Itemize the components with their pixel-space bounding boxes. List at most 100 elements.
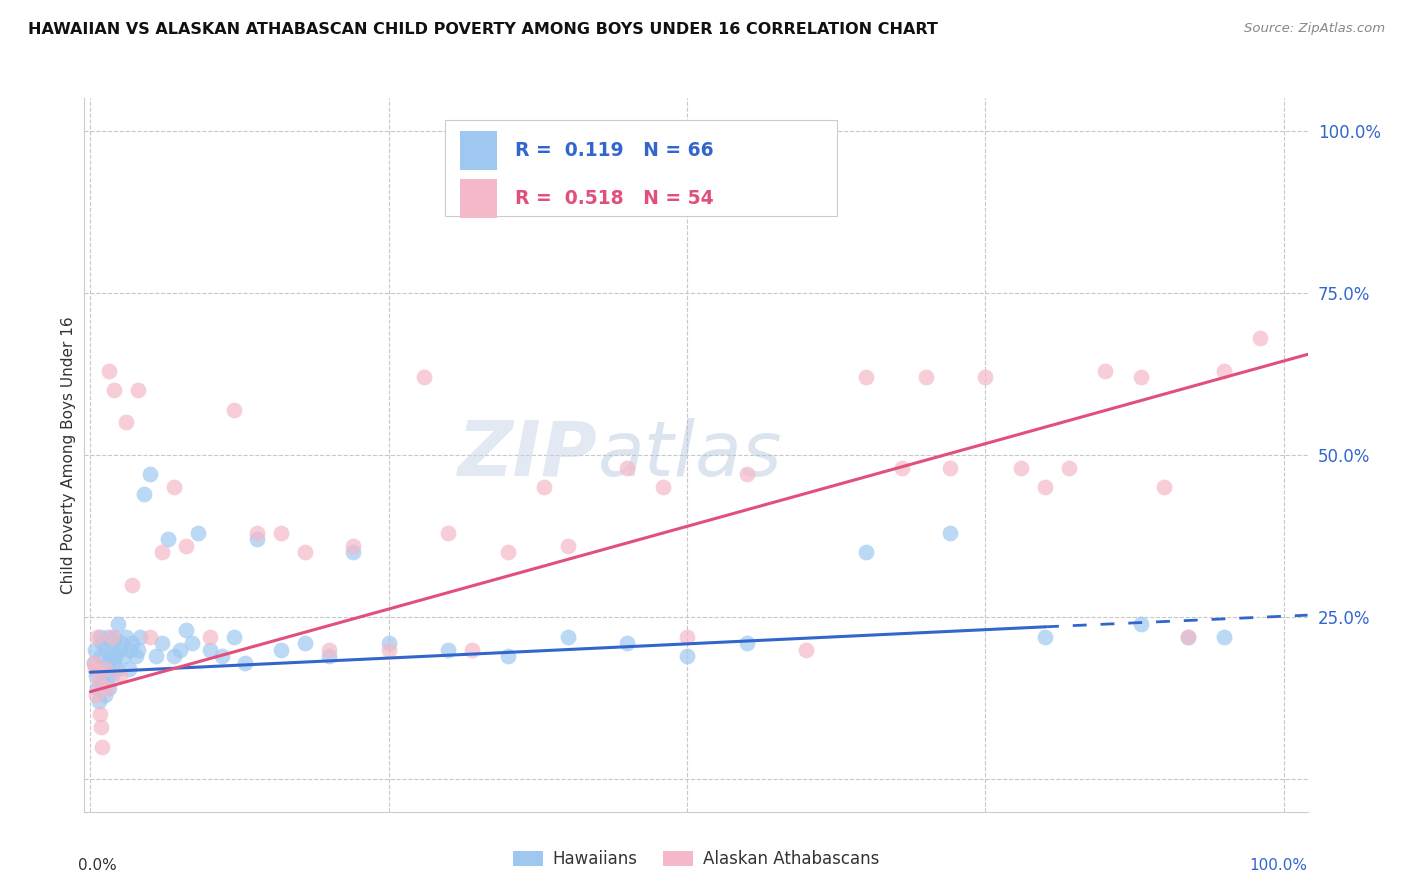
Point xyxy=(86,630,108,644)
Point xyxy=(1033,480,1056,494)
Point xyxy=(1153,480,1175,494)
Point xyxy=(84,662,107,676)
Point xyxy=(198,630,221,644)
Point xyxy=(94,642,117,657)
Point xyxy=(105,662,128,676)
Point xyxy=(1129,370,1152,384)
Point xyxy=(91,636,114,650)
Point xyxy=(97,630,120,644)
Point xyxy=(84,668,107,682)
Point xyxy=(318,642,340,657)
Text: R =  0.518   N = 54: R = 0.518 N = 54 xyxy=(515,189,714,208)
Point xyxy=(169,642,191,657)
Point xyxy=(115,416,138,430)
Point xyxy=(107,616,129,631)
Point xyxy=(938,525,960,540)
Point xyxy=(437,525,460,540)
Point xyxy=(855,545,877,559)
Point xyxy=(246,533,269,547)
Point xyxy=(98,363,121,377)
Point xyxy=(1010,461,1032,475)
Point xyxy=(557,539,579,553)
Point xyxy=(84,642,107,657)
Point xyxy=(938,461,960,475)
Point xyxy=(270,642,292,657)
Point xyxy=(115,630,138,644)
Point xyxy=(318,648,340,663)
Point xyxy=(413,370,436,384)
Point xyxy=(533,480,555,494)
Point xyxy=(103,630,125,644)
Point xyxy=(98,681,121,696)
Point xyxy=(124,648,146,663)
Point xyxy=(222,402,245,417)
Point xyxy=(461,642,484,657)
Point xyxy=(1177,630,1199,644)
Point xyxy=(156,533,179,547)
Point xyxy=(1033,630,1056,644)
Point xyxy=(118,642,141,657)
Point xyxy=(150,636,173,650)
Point xyxy=(652,480,675,494)
Point xyxy=(145,648,167,663)
Point xyxy=(187,525,209,540)
Point xyxy=(294,636,316,650)
Point xyxy=(496,545,519,559)
Point xyxy=(180,636,202,650)
Point xyxy=(93,688,115,702)
Point xyxy=(496,648,519,663)
Point xyxy=(121,577,143,591)
Text: 0.0%: 0.0% xyxy=(79,858,117,873)
Point xyxy=(93,662,115,676)
Text: HAWAIIAN VS ALASKAN ATHABASCAN CHILD POVERTY AMONG BOYS UNDER 16 CORRELATION CHA: HAWAIIAN VS ALASKAN ATHABASCAN CHILD POV… xyxy=(28,22,938,37)
Point xyxy=(1057,461,1080,475)
Point xyxy=(89,630,111,644)
Point xyxy=(121,636,143,650)
Point xyxy=(914,370,936,384)
Point xyxy=(174,539,197,553)
Point xyxy=(83,656,105,670)
Text: Source: ZipAtlas.com: Source: ZipAtlas.com xyxy=(1244,22,1385,36)
Point xyxy=(139,467,162,482)
Point xyxy=(108,642,131,657)
Point xyxy=(735,467,758,482)
Point xyxy=(100,648,122,663)
Point xyxy=(294,545,316,559)
Point xyxy=(235,656,257,670)
Point xyxy=(101,668,124,682)
Text: 100.0%: 100.0% xyxy=(1250,858,1308,873)
Point xyxy=(101,630,124,644)
Point xyxy=(101,636,124,650)
Point xyxy=(83,656,105,670)
Point xyxy=(377,636,399,650)
Point xyxy=(139,630,162,644)
Point xyxy=(1213,363,1236,377)
Point xyxy=(163,648,186,663)
Point xyxy=(211,648,233,663)
Point xyxy=(676,648,699,663)
Text: atlas: atlas xyxy=(598,418,783,491)
Point xyxy=(129,630,152,644)
Point xyxy=(90,720,112,734)
Point xyxy=(890,461,912,475)
Point xyxy=(96,656,118,670)
Point xyxy=(616,461,638,475)
Point xyxy=(1249,331,1271,345)
Point xyxy=(342,545,364,559)
Y-axis label: Child Poverty Among Boys Under 16: Child Poverty Among Boys Under 16 xyxy=(60,316,76,594)
Point xyxy=(117,662,139,676)
Point xyxy=(150,545,173,559)
Point xyxy=(87,675,110,690)
Point xyxy=(132,487,155,501)
Point xyxy=(86,681,108,696)
Point xyxy=(89,707,111,722)
Point xyxy=(127,383,149,397)
Point xyxy=(96,681,118,696)
Legend: Hawaiians, Alaskan Athabascans: Hawaiians, Alaskan Athabascans xyxy=(506,844,886,875)
Point xyxy=(377,642,399,657)
Bar xyxy=(460,179,496,219)
Point xyxy=(1213,630,1236,644)
Point xyxy=(103,656,125,670)
Point xyxy=(1094,363,1116,377)
Bar xyxy=(460,131,496,170)
